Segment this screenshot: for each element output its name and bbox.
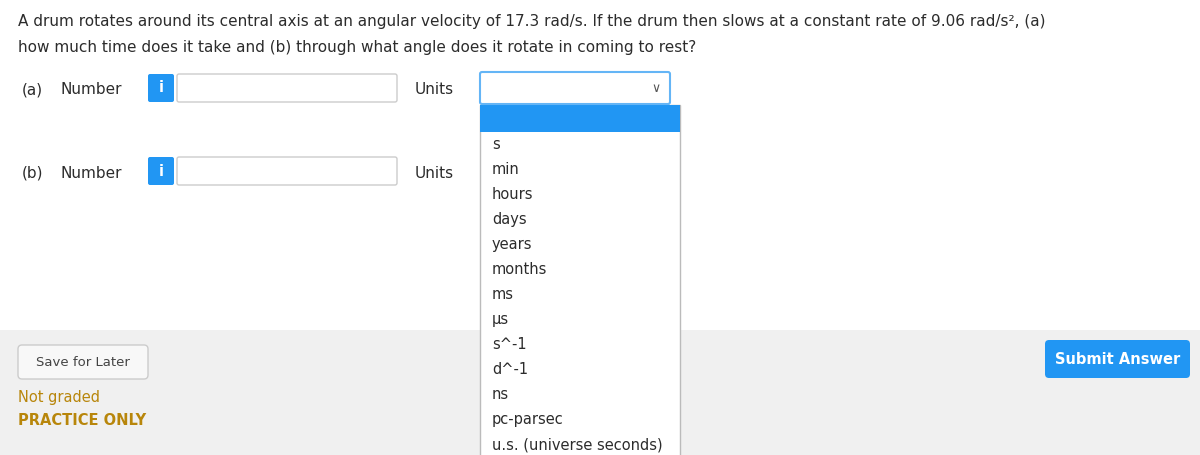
FancyBboxPatch shape	[18, 345, 148, 379]
Text: days: days	[492, 212, 527, 227]
Text: Units: Units	[415, 82, 454, 97]
Text: Units: Units	[415, 166, 454, 181]
Text: how much time does it take and (b) through what angle does it rotate in coming t: how much time does it take and (b) throu…	[18, 40, 696, 55]
Text: hours: hours	[492, 187, 534, 202]
Text: min: min	[492, 162, 520, 177]
Text: Save for Later: Save for Later	[36, 355, 130, 369]
Bar	[480, 105, 680, 132]
Text: i: i	[158, 163, 163, 178]
Text: d^-1: d^-1	[492, 362, 528, 377]
Text: s^-1: s^-1	[492, 337, 527, 352]
FancyBboxPatch shape	[148, 157, 174, 185]
Bar	[480, 105, 680, 455]
Text: A drum rotates around its central axis at an angular velocity of 17.3 rad/s. If : A drum rotates around its central axis a…	[18, 14, 1045, 29]
Text: μs: μs	[492, 312, 509, 327]
Text: months: months	[492, 262, 547, 277]
FancyBboxPatch shape	[148, 74, 174, 102]
Text: ∨: ∨	[652, 81, 660, 95]
Text: Number: Number	[60, 166, 121, 181]
Text: (b): (b)	[22, 166, 43, 181]
Text: i: i	[158, 81, 163, 96]
Text: s: s	[492, 137, 499, 152]
Text: Not graded: Not graded	[18, 390, 100, 405]
FancyBboxPatch shape	[1045, 340, 1190, 378]
Text: u.s. (universe seconds): u.s. (universe seconds)	[492, 437, 662, 452]
FancyBboxPatch shape	[178, 74, 397, 102]
Text: (a): (a)	[22, 82, 43, 97]
Bar	[0, 330, 1200, 455]
Text: years: years	[492, 237, 533, 252]
FancyBboxPatch shape	[178, 157, 397, 185]
Text: Submit Answer: Submit Answer	[1055, 352, 1180, 366]
FancyBboxPatch shape	[480, 72, 670, 104]
Text: PRACTICE ONLY: PRACTICE ONLY	[18, 413, 146, 428]
Text: ns: ns	[492, 387, 509, 402]
Text: pc-parsec: pc-parsec	[492, 412, 564, 427]
Text: ms: ms	[492, 287, 514, 302]
Text: Number: Number	[60, 82, 121, 97]
